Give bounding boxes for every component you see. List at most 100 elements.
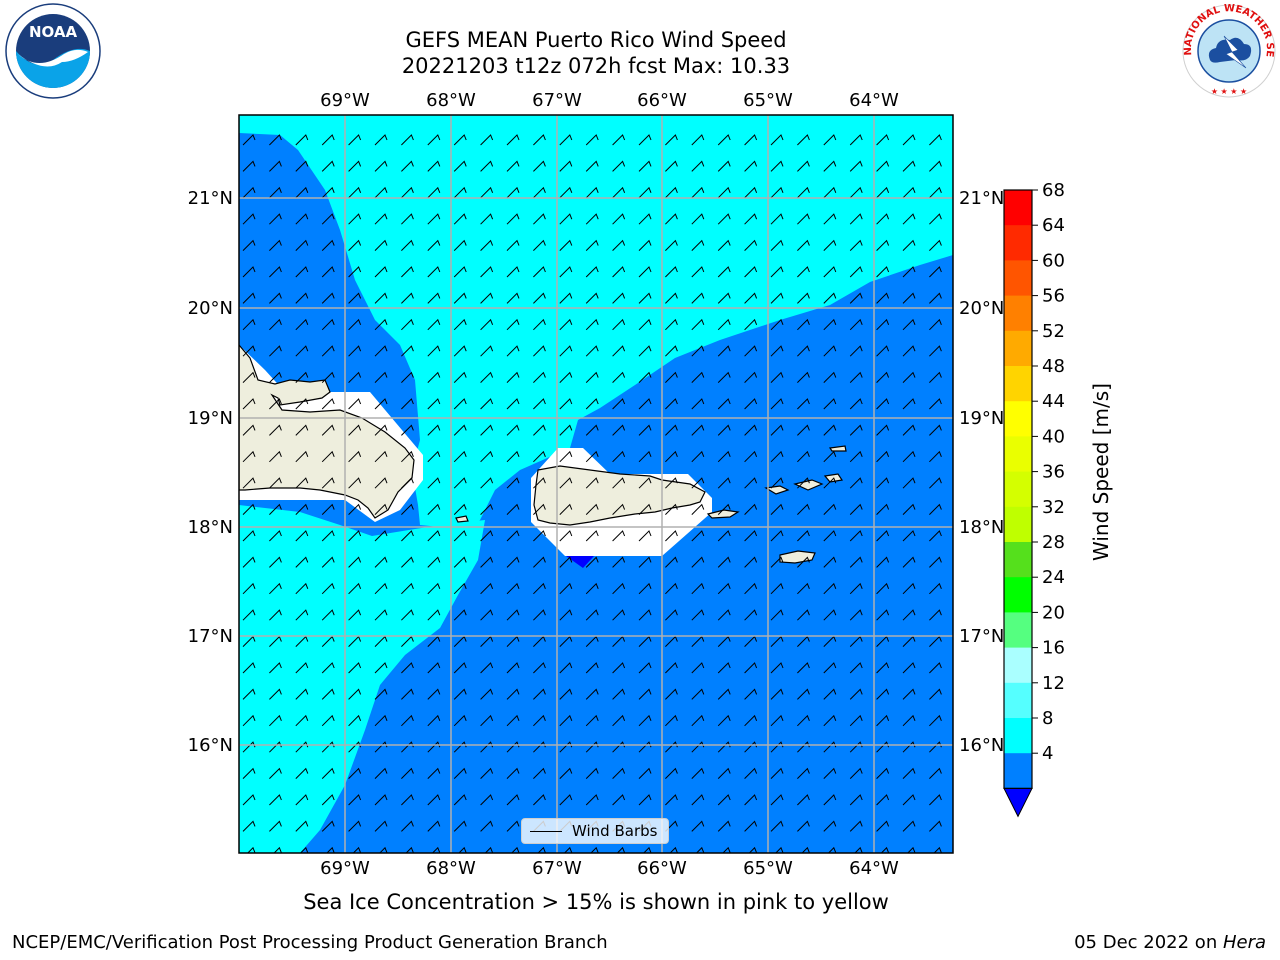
wind-barb bbox=[585, 582, 599, 595]
lat-label-right: 20°N bbox=[959, 298, 1004, 319]
wind-barb bbox=[295, 609, 309, 621]
wind-barb bbox=[665, 714, 678, 727]
wind-barb bbox=[929, 134, 942, 146]
wind-barb bbox=[295, 424, 309, 436]
wind-barb bbox=[744, 556, 758, 568]
wind-barb bbox=[559, 609, 573, 621]
wind-barb bbox=[374, 503, 388, 515]
wind-barb bbox=[849, 160, 863, 172]
wind-barb bbox=[559, 266, 573, 278]
wind-barb bbox=[374, 239, 388, 251]
wind-barb bbox=[827, 846, 837, 853]
wind-barb bbox=[506, 186, 520, 199]
wind-barb bbox=[585, 450, 599, 463]
wind-barb bbox=[242, 556, 256, 568]
wind-barb bbox=[849, 609, 863, 621]
wind-barb bbox=[533, 186, 546, 199]
wind-barb bbox=[744, 477, 758, 489]
wind-barb bbox=[269, 714, 282, 727]
wind-barb bbox=[717, 556, 731, 568]
wind-barb bbox=[480, 582, 494, 595]
wind-barb bbox=[242, 477, 256, 489]
wind-barb bbox=[902, 318, 916, 331]
wind-barb bbox=[665, 371, 678, 383]
wind-barb bbox=[797, 345, 810, 357]
wind-barb bbox=[453, 371, 467, 383]
colorbar-tick-label: 16 bbox=[1042, 638, 1065, 659]
wind-barb bbox=[295, 398, 309, 410]
wind-barb bbox=[427, 450, 441, 463]
wind-barb bbox=[453, 186, 467, 199]
wind-barb bbox=[374, 820, 388, 832]
wind-barb bbox=[559, 160, 573, 172]
wind-barb bbox=[269, 582, 282, 595]
wind-barb bbox=[585, 266, 599, 278]
colorbar-tick-label: 28 bbox=[1042, 532, 1065, 553]
wind-barb bbox=[638, 345, 652, 357]
wind-barb bbox=[242, 767, 256, 779]
wind-barb bbox=[643, 846, 652, 853]
wind-barb bbox=[506, 609, 520, 621]
wind-barb bbox=[902, 767, 916, 779]
wind-barb bbox=[854, 846, 863, 853]
wind-barb bbox=[374, 186, 388, 199]
wind-barb bbox=[612, 134, 626, 146]
wind-barb bbox=[506, 424, 520, 436]
wind-barb bbox=[427, 371, 441, 383]
wind-barb bbox=[431, 846, 441, 853]
wind-barb bbox=[401, 556, 414, 568]
wind-barb bbox=[717, 239, 731, 251]
wind-barb bbox=[744, 292, 758, 304]
wind-barb bbox=[295, 450, 309, 463]
wind-barb bbox=[401, 609, 414, 621]
wind-barb bbox=[295, 503, 309, 515]
wind-barb bbox=[585, 556, 599, 568]
wind-barb bbox=[427, 186, 441, 199]
wind-barb bbox=[533, 239, 546, 251]
wind-barb bbox=[717, 160, 731, 172]
wind-barb bbox=[295, 186, 309, 199]
wind-barb bbox=[770, 714, 784, 727]
wind-barb bbox=[559, 662, 573, 674]
colorbar-swatch bbox=[1004, 471, 1032, 508]
wind-barb bbox=[559, 530, 573, 542]
wind-barb bbox=[638, 134, 652, 146]
wind-barb bbox=[348, 503, 362, 515]
lon-labels-bottom: 69°W 68°W 67°W 66°W 65°W 64°W bbox=[320, 858, 899, 879]
wind-barb bbox=[902, 134, 916, 146]
wind-barb bbox=[480, 767, 494, 779]
wind-barb bbox=[717, 582, 731, 595]
wind-barb bbox=[453, 134, 467, 146]
wind-barb bbox=[533, 345, 546, 357]
wind-barb bbox=[348, 450, 362, 463]
wind-barb bbox=[453, 450, 467, 463]
wind-barb bbox=[401, 371, 414, 383]
wind-barb bbox=[427, 767, 441, 779]
wind-barb bbox=[295, 714, 309, 727]
wind-barb bbox=[902, 160, 916, 172]
land-st-croix bbox=[779, 550, 816, 564]
wind-barb bbox=[717, 345, 731, 357]
wind-barb bbox=[876, 794, 890, 806]
wind-barb bbox=[823, 292, 837, 304]
colorbar-label: Wind Speed [m/s] bbox=[1089, 383, 1113, 561]
wind-barb bbox=[744, 186, 758, 199]
wind-barb bbox=[849, 318, 863, 331]
wind-barb bbox=[401, 714, 414, 727]
wind-barb bbox=[929, 662, 942, 674]
wind-barb bbox=[295, 239, 309, 251]
colorbar-tick-label: 52 bbox=[1042, 321, 1065, 342]
wind-barb bbox=[612, 767, 626, 779]
wind-barb bbox=[691, 160, 705, 172]
wind-barb bbox=[876, 820, 890, 832]
wind-barb bbox=[506, 794, 520, 806]
wind-barb bbox=[849, 582, 863, 595]
wind-barb bbox=[559, 503, 573, 515]
footer-date-text: 05 Dec 2022 on bbox=[1074, 932, 1223, 953]
wind-barb bbox=[907, 846, 916, 853]
land-mona-island bbox=[455, 515, 469, 523]
legend-label: Wind Barbs bbox=[572, 822, 658, 840]
wind-barb bbox=[269, 662, 282, 674]
wind-barb bbox=[480, 213, 494, 225]
wind-barb bbox=[876, 582, 890, 595]
